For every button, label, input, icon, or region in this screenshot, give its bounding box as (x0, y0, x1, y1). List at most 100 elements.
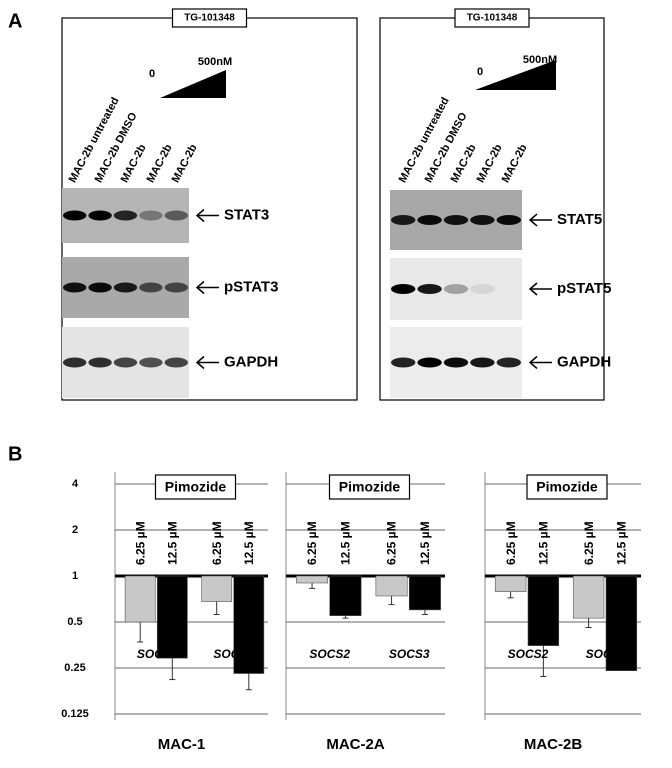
blot-band (164, 357, 188, 368)
protein-label: GAPDH (557, 353, 611, 370)
x-axis-label: MAC-2A (326, 736, 384, 753)
y-tick-label: 0.5 (67, 616, 82, 628)
arrow-head (195, 355, 205, 370)
bar (408, 575, 441, 611)
y-tick-label: 4 (72, 478, 79, 490)
dose-low: 0 (149, 68, 155, 80)
bar (233, 575, 265, 674)
blot-band (417, 284, 442, 294)
bar-series-label: 12.5 µM (418, 521, 432, 565)
blot-band (417, 357, 442, 368)
title-box (154, 474, 237, 500)
blot-band (62, 357, 87, 368)
category-label: SOCS3 (213, 647, 254, 661)
chart-title: Pimozide (165, 479, 227, 495)
protein-label: STAT5 (557, 211, 602, 228)
blot-band (164, 282, 188, 293)
bar-series-label: 6.25 µM (504, 521, 518, 565)
bar (572, 575, 605, 619)
blot-band (62, 210, 87, 221)
dose-triangle (160, 70, 226, 98)
bar (605, 575, 638, 672)
drug-label: TG-101348 (467, 13, 518, 24)
protein-label: pSTAT5 (557, 280, 611, 297)
bar (296, 575, 329, 584)
blot-band (62, 282, 87, 293)
dose-high: 500nM (523, 54, 557, 66)
blot-band (88, 357, 112, 368)
blot-band (470, 215, 495, 225)
drug-box (171, 8, 248, 28)
x-axis-label: MAC-2B (524, 736, 582, 753)
bar (494, 575, 527, 592)
chart-title: Pimozide (536, 479, 598, 495)
bar-series-label: 6.25 µM (582, 521, 596, 565)
bar-series-label: 6.25 µM (385, 521, 399, 565)
panel-label: B (8, 443, 22, 465)
bar (375, 575, 408, 597)
bar (124, 575, 156, 623)
blot-band (113, 282, 138, 293)
bar-series-label: 12.5 µM (165, 521, 179, 565)
bar-series-label: 12.5 µM (242, 521, 256, 565)
bar-series-label: 12.5 µM (339, 521, 353, 565)
arrow-head (528, 213, 538, 227)
blot-band (113, 357, 138, 368)
blot-band (391, 357, 416, 368)
y-tick-label: 0.125 (61, 708, 89, 720)
arrow-head (195, 208, 205, 223)
blot-band (496, 357, 521, 368)
arrow-head (528, 282, 538, 296)
protein-label: STAT3 (224, 206, 269, 223)
blot-band (139, 282, 163, 293)
blot-band (139, 210, 163, 221)
arrow-head (195, 280, 205, 295)
chart-title: Pimozide (339, 479, 401, 495)
blot-band (417, 215, 442, 225)
category-label: SOCS2 (508, 647, 549, 661)
dose-high: 500nM (198, 56, 232, 68)
blot-band (443, 357, 469, 368)
protein-label: GAPDH (224, 353, 278, 370)
title-box (328, 474, 411, 500)
drug-box (454, 8, 530, 28)
dose-low: 0 (477, 66, 483, 78)
blot-band (496, 215, 521, 225)
bar-series-label: 12.5 µM (537, 521, 551, 565)
bar (329, 575, 362, 616)
arrow-head (528, 355, 538, 370)
blot-band (139, 357, 163, 368)
category-label: SOCS2 (309, 647, 350, 661)
y-tick-label: 1 (72, 570, 78, 582)
category-label: SOCS3 (586, 647, 627, 661)
bar (201, 575, 233, 602)
y-tick-label: 0.25 (64, 662, 85, 674)
blot-band (113, 210, 138, 221)
bar-series-label: 6.25 µM (210, 521, 224, 565)
blot-band (470, 357, 495, 368)
bar (156, 575, 188, 659)
bar (527, 575, 560, 646)
blot-band (88, 210, 112, 221)
blot-band (164, 210, 188, 221)
drug-label: TG-101348 (184, 13, 235, 24)
blot-band (470, 284, 495, 294)
bar-series-label: 12.5 µM (615, 521, 629, 565)
category-label: SOCS2 (137, 647, 178, 661)
blot-band (391, 215, 416, 225)
dose-triangle (475, 60, 556, 90)
protein-label: pSTAT3 (224, 278, 278, 295)
bar-series-label: 6.25 µM (305, 521, 319, 565)
title-box (526, 474, 608, 500)
x-axis-label: MAC-1 (158, 736, 206, 753)
blot-band (88, 282, 112, 293)
category-label: SOCS3 (389, 647, 430, 661)
blot-band (443, 284, 469, 294)
bar-series-label: 6.25 µM (133, 521, 147, 565)
y-tick-label: 2 (72, 524, 78, 536)
blot-band (443, 215, 469, 225)
panel-label: A (8, 10, 22, 32)
blot-band (391, 284, 416, 294)
